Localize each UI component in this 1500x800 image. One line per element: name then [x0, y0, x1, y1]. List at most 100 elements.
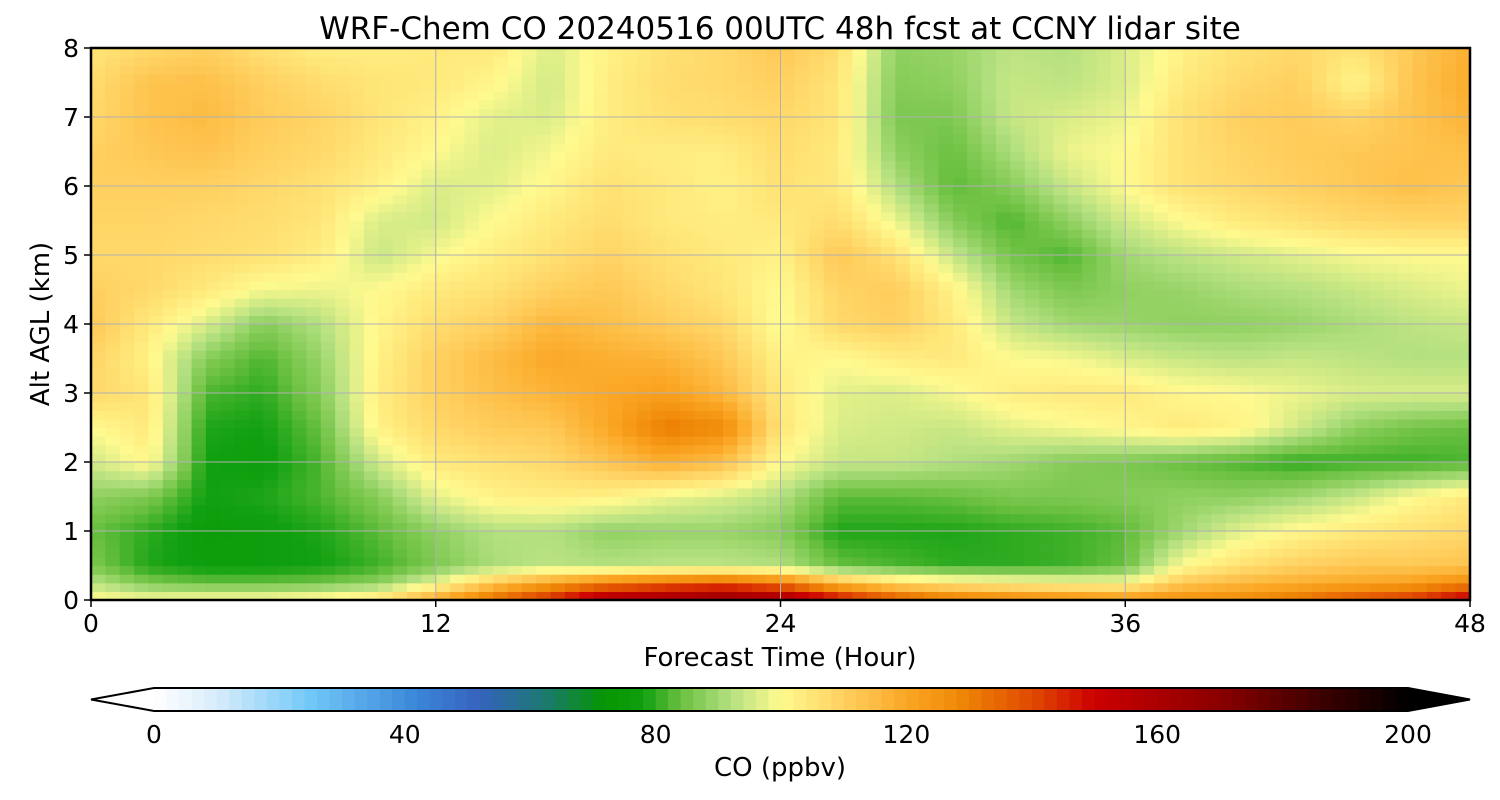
heatmap-cell [191, 410, 207, 420]
heatmap-cell [593, 280, 609, 291]
heatmap-cell [392, 548, 408, 558]
heatmap-cell [608, 401, 624, 411]
heatmap-cell [995, 229, 1011, 239]
heatmap-cell [837, 591, 853, 601]
heatmap-cell [378, 349, 394, 360]
heatmap-cell [981, 160, 997, 170]
heatmap-cell [1182, 487, 1198, 498]
heatmap-cell [1168, 341, 1184, 351]
heatmap-cell [349, 470, 365, 480]
heatmap-cell [349, 315, 365, 325]
heatmap-cell [335, 574, 351, 584]
heatmap-cell [1110, 315, 1126, 325]
heatmap-cell [565, 332, 580, 342]
heatmap-cell [579, 324, 595, 334]
heatmap-cell [1254, 565, 1270, 575]
heatmap-cell [1197, 436, 1213, 446]
heatmap-cell [723, 401, 738, 411]
heatmap-cell [895, 272, 911, 282]
heatmap-cell [751, 462, 767, 472]
heatmap-cell [1326, 349, 1342, 360]
heatmap-cell [478, 513, 494, 523]
heatmap-cell [751, 315, 767, 325]
heatmap-cell [1067, 470, 1083, 480]
heatmap-cell [1326, 401, 1342, 411]
heatmap-cell [881, 470, 897, 480]
heatmap-cell [1412, 375, 1428, 385]
heatmap-cell [1326, 341, 1342, 351]
heatmap-cell [1369, 160, 1385, 170]
heatmap-cell [1412, 280, 1428, 291]
heatmap-cell [1383, 194, 1399, 204]
heatmap-cell [1355, 582, 1371, 592]
heatmap-cell [1441, 384, 1457, 394]
heatmap-cell [507, 556, 523, 567]
heatmap-cell [1010, 548, 1026, 558]
heatmap-cell [780, 272, 796, 282]
heatmap-cell [766, 341, 782, 351]
heatmap-cell [1254, 444, 1270, 454]
heatmap-cell [952, 186, 968, 196]
heatmap-cell [320, 255, 336, 265]
heatmap-cell [1010, 427, 1026, 437]
heatmap-cell [651, 229, 667, 239]
heatmap-cell [1369, 246, 1385, 256]
heatmap-cell [1225, 229, 1241, 239]
heatmap-cell [809, 582, 825, 592]
heatmap-cell [1297, 591, 1313, 601]
heatmap-cell [737, 151, 753, 161]
heatmap-cell [794, 582, 810, 592]
heatmap-cell [536, 332, 552, 342]
heatmap-cell [837, 220, 853, 230]
heatmap-cell [335, 375, 351, 385]
heatmap-cell [794, 384, 810, 394]
heatmap-cell [105, 151, 121, 161]
heatmap-cell [723, 211, 738, 222]
heatmap-cell [608, 375, 624, 385]
heatmap-cell [407, 539, 422, 549]
heatmap-cell [464, 496, 480, 506]
heatmap-cell [1412, 315, 1428, 325]
heatmap-cell [579, 410, 595, 420]
heatmap-cell [292, 574, 308, 584]
heatmap-cell [1225, 556, 1241, 567]
heatmap-cell [234, 194, 250, 204]
heatmap-cell [1326, 591, 1342, 601]
heatmap-cell [1168, 548, 1184, 558]
heatmap-cell [622, 418, 638, 429]
heatmap-cell [148, 220, 164, 230]
heatmap-cell [1283, 539, 1299, 549]
heatmap-cell [263, 462, 279, 472]
heatmap-cell [1096, 203, 1112, 213]
heatmap-cell [1024, 505, 1040, 515]
heatmap-cell [694, 186, 710, 196]
heatmap-cell [1139, 462, 1155, 472]
heatmap-cell [952, 582, 968, 592]
heatmap-cell [550, 487, 566, 498]
heatmap-cell [1311, 177, 1327, 187]
heatmap-cell [478, 410, 494, 420]
heatmap-cell [464, 211, 480, 222]
heatmap-cell [665, 462, 681, 472]
heatmap-cell [1096, 401, 1112, 411]
heatmap-cell [809, 565, 825, 575]
heatmap-cell [823, 384, 839, 394]
heatmap-cell [205, 479, 221, 489]
heatmap-cell [119, 151, 135, 161]
heatmap-cell [105, 582, 121, 592]
heatmap-cell [866, 565, 882, 575]
heatmap-cell [1168, 324, 1184, 334]
heatmap-cell [191, 177, 207, 187]
heatmap-cell [1240, 444, 1256, 454]
heatmap-cell [249, 186, 264, 196]
heatmap-cell [938, 246, 954, 256]
heatmap-cell [967, 358, 983, 368]
heatmap-cell [478, 229, 494, 239]
heatmap-cell [967, 280, 983, 291]
heatmap-cell [1441, 289, 1457, 299]
heatmap-cell [1426, 531, 1442, 541]
heatmap-cell [450, 306, 466, 316]
heatmap-cell [464, 410, 480, 420]
heatmap-cell [464, 194, 480, 204]
heatmap-cell [981, 556, 997, 567]
